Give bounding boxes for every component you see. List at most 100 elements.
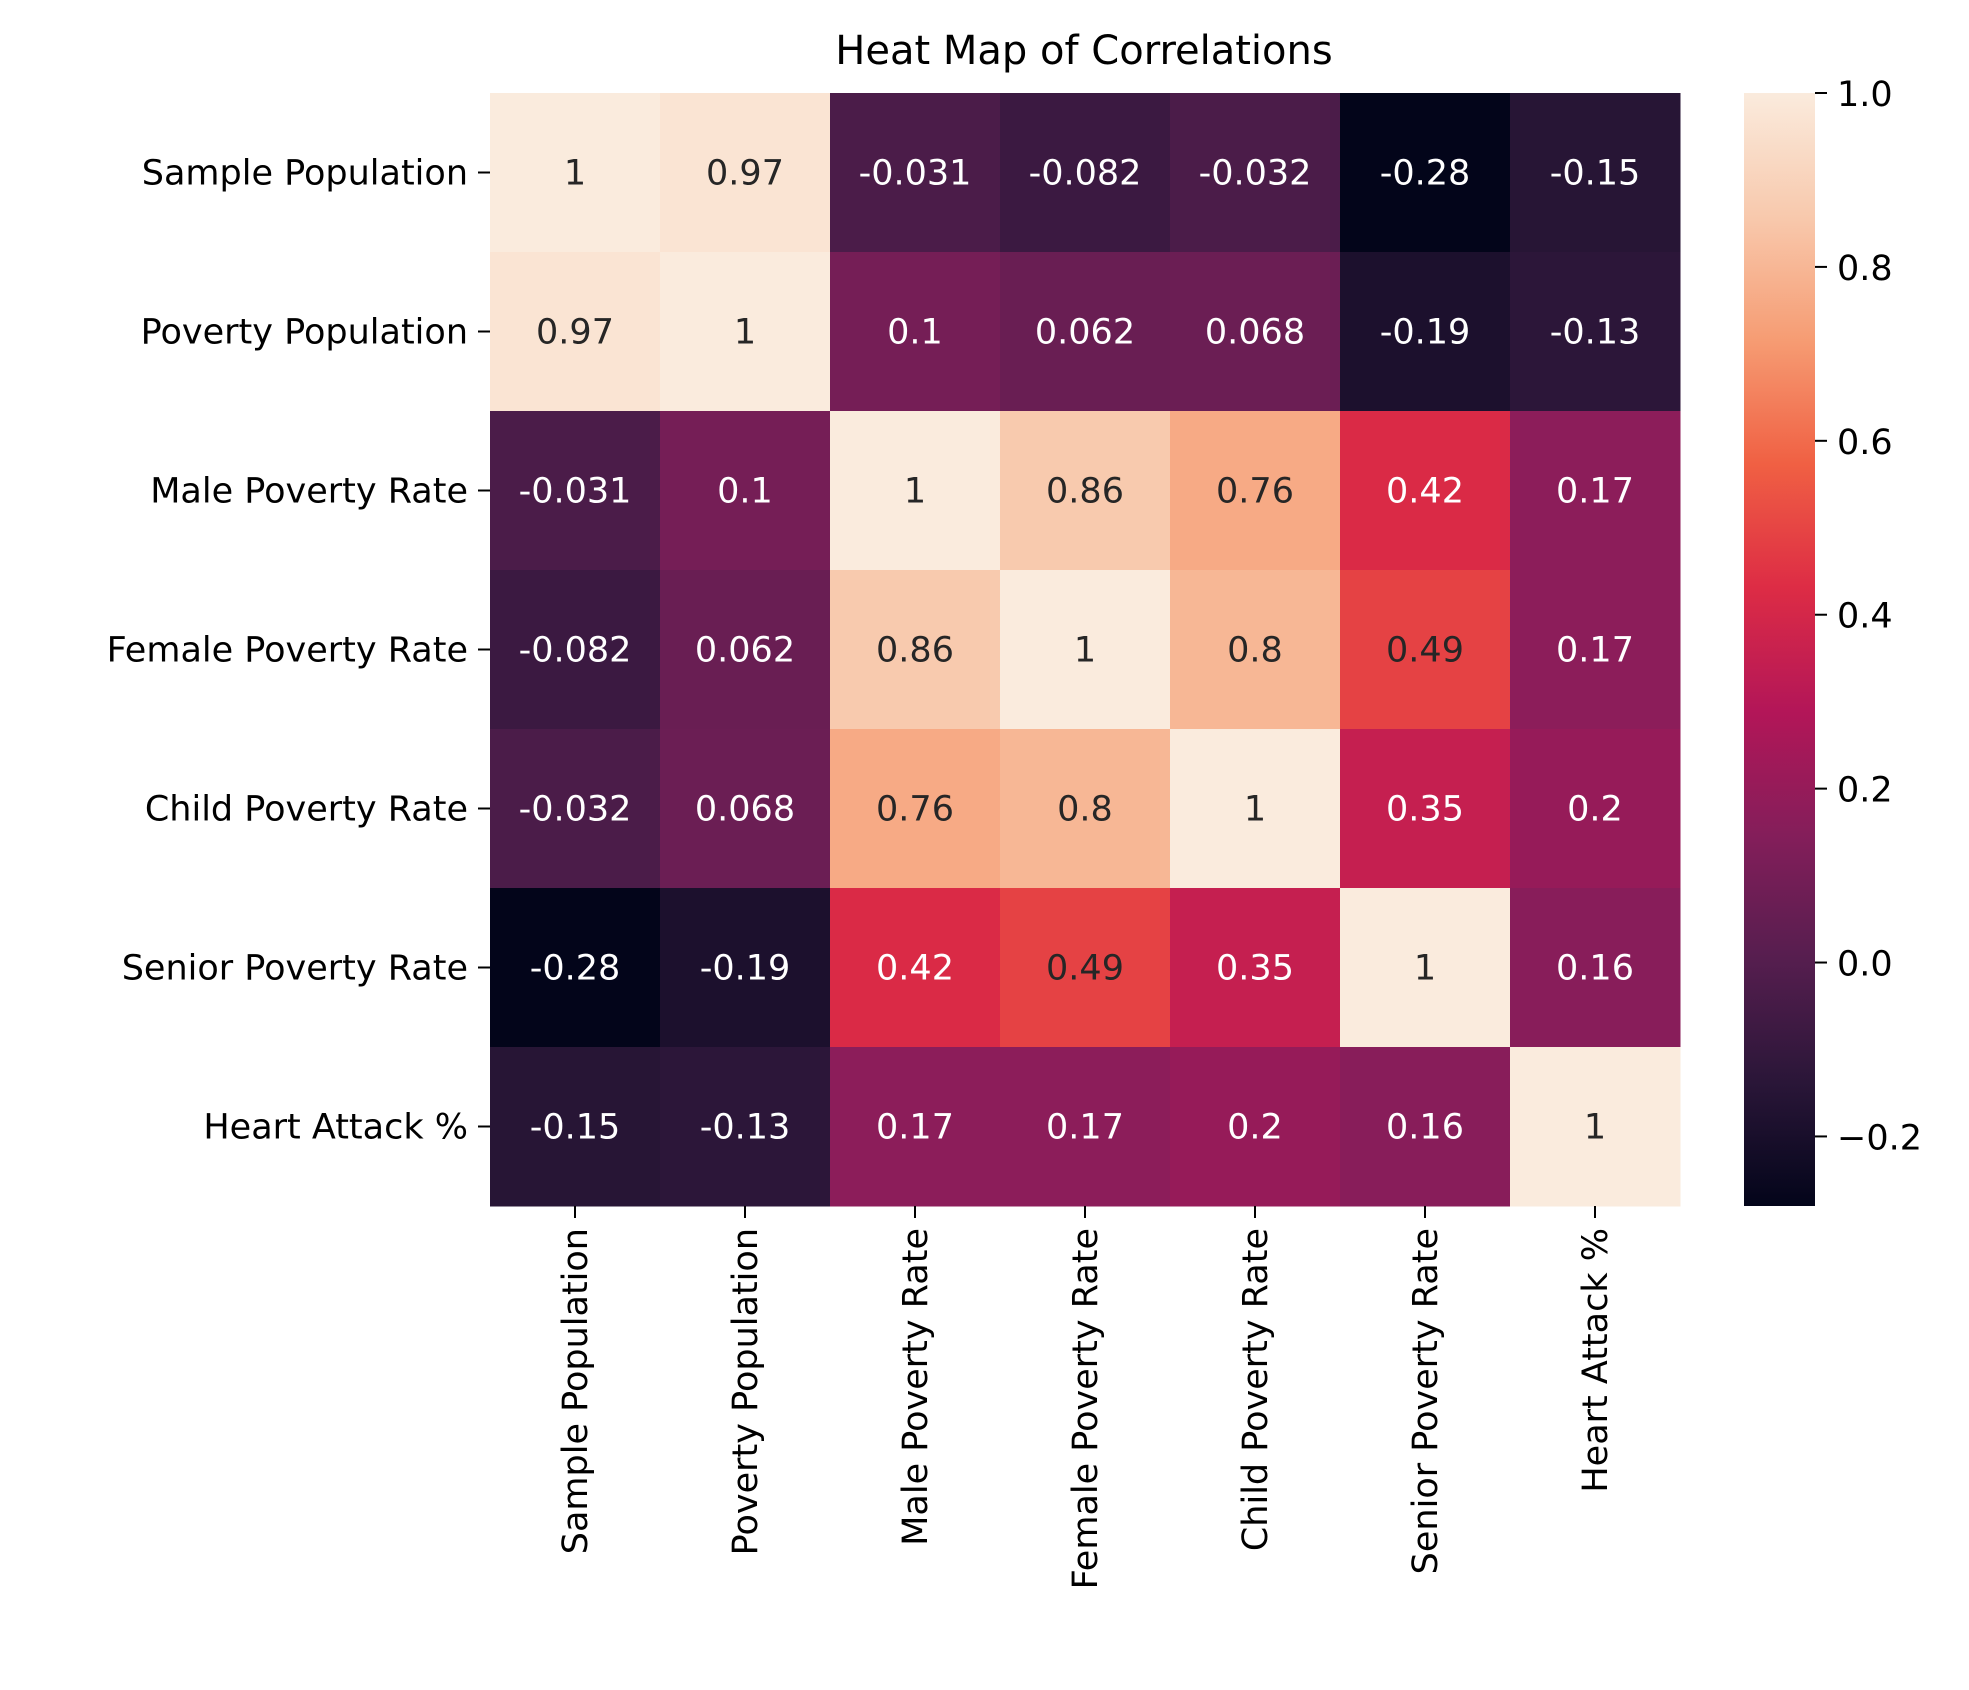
y-tick-label: Male Poverty Rate [150, 472, 468, 512]
heatmap-cell [1340, 252, 1511, 412]
colorbar-tick-label: 0.2 [1837, 771, 1893, 811]
cell-annotation: 0.17 [876, 1108, 954, 1148]
heatmap-cell [660, 729, 831, 889]
heatmap-cell [1000, 93, 1171, 253]
cell-annotation: -0.032 [519, 790, 632, 830]
cell-annotation: 0.2 [1567, 790, 1623, 830]
cell-annotation: -0.032 [1199, 154, 1312, 194]
heatmap-cell [1170, 93, 1341, 253]
heatmap-cell [1510, 411, 1681, 571]
heatmap-cell [1000, 729, 1171, 889]
cell-annotation: 0.35 [1386, 790, 1464, 830]
heatmap-cell [660, 888, 831, 1048]
heatmap-cell [1510, 1047, 1681, 1207]
cell-annotation: 0.97 [706, 154, 784, 194]
colorbar-tick-label: 1.0 [1837, 75, 1893, 115]
cell-annotation: -0.082 [1029, 154, 1142, 194]
x-tick-label: Heart Attack % [1576, 1228, 1616, 1493]
heatmap-cell [1000, 411, 1171, 571]
heatmap-cell [1170, 411, 1341, 571]
cell-annotation: 1 [1074, 631, 1096, 671]
cell-annotation: -0.28 [530, 949, 621, 989]
y-tick-label: Sample Population [142, 154, 468, 194]
cell-annotation: -0.031 [859, 154, 972, 194]
cell-annotation: -0.19 [1380, 313, 1471, 353]
cell-annotation: 1 [1244, 790, 1266, 830]
heatmap-cell [1170, 570, 1341, 730]
heatmap-cell [830, 252, 1001, 412]
heatmap-cell [1000, 252, 1171, 412]
cell-annotation: 0.16 [1386, 1108, 1464, 1148]
cell-annotation: -0.13 [1550, 313, 1641, 353]
cell-annotation: 0.35 [1216, 949, 1294, 989]
cell-annotation: 1 [1414, 949, 1436, 989]
cell-annotation: 0.86 [1046, 472, 1124, 512]
x-tick-label: Senior Poverty Rate [1406, 1228, 1446, 1574]
heatmap-cell [1340, 729, 1511, 889]
heatmap-cell [1510, 729, 1681, 889]
cell-annotation: 0.17 [1046, 1108, 1124, 1148]
y-tick-label: Female Poverty Rate [107, 631, 468, 671]
colorbar-gradient [1744, 93, 1815, 1206]
colorbar-tick-label: 0.4 [1837, 597, 1893, 637]
cell-annotation: -0.082 [519, 631, 632, 671]
heatmap-cell [830, 411, 1001, 571]
cell-annotation: 1 [1584, 1108, 1606, 1148]
x-tick-label: Sample Population [556, 1228, 596, 1554]
cell-annotation: -0.031 [519, 472, 632, 512]
heatmap-cell [490, 570, 661, 730]
x-tick-label: Poverty Population [726, 1228, 766, 1555]
cell-annotation: 0.1 [887, 313, 943, 353]
cell-annotation: 0.76 [876, 790, 954, 830]
heatmap-cell [1340, 570, 1511, 730]
heatmap-cell [830, 93, 1001, 253]
heatmap-cell [1340, 411, 1511, 571]
x-tick-label: Female Poverty Rate [1066, 1228, 1106, 1589]
colorbar-tick-label: −0.2 [1837, 1118, 1922, 1158]
cell-annotation: 0.97 [536, 313, 614, 353]
heatmap-cell [830, 570, 1001, 730]
y-tick-label: Senior Poverty Rate [122, 949, 468, 989]
cell-annotation: 0.17 [1556, 631, 1634, 671]
cell-annotation: 0.068 [695, 790, 795, 830]
colorbar: −0.2 0.0 0.2 0.4 0.6 0.8 1.0 [1744, 75, 1922, 1206]
y-tick-label: Child Poverty Rate [145, 790, 468, 830]
cell-annotation: -0.28 [1380, 154, 1471, 194]
heatmap-cell [1000, 570, 1171, 730]
chart-title: Heat Map of Correlations [835, 28, 1332, 74]
heatmap-cell [1170, 888, 1341, 1048]
cell-annotation: -0.13 [700, 1108, 791, 1148]
heatmap-cell [830, 1047, 1001, 1207]
cell-annotation: -0.15 [530, 1108, 621, 1148]
cell-annotation: 0.8 [1057, 790, 1113, 830]
cell-annotation: 0.2 [1227, 1108, 1283, 1148]
heatmap-cell [490, 1047, 661, 1207]
cell-annotations: 1 0.97 -0.031 -0.082 -0.032 -0.28 -0.15 0.97 1 0.… [519, 154, 1641, 1148]
x-tick-label: Male Poverty Rate [896, 1228, 936, 1546]
heatmap-cell [660, 252, 831, 412]
y-tick-label: Heart Attack % [203, 1108, 468, 1148]
heatmap-cell [1510, 888, 1681, 1048]
cell-annotation: 0.49 [1046, 949, 1124, 989]
cell-annotation: 0.86 [876, 631, 954, 671]
cell-annotation: 1 [904, 472, 926, 512]
heatmap-cell [1170, 729, 1341, 889]
cell-annotation: 0.42 [876, 949, 954, 989]
cell-annotation: 0.068 [1205, 313, 1305, 353]
cell-annotation: 0.1 [717, 472, 773, 512]
x-axis: Sample Population Poverty Population Male … [556, 1206, 1616, 1589]
heatmap-cell [1340, 93, 1511, 253]
colorbar-tick-label: 0.6 [1837, 423, 1893, 463]
heatmap-cell [660, 411, 831, 571]
heatmap-cell [830, 888, 1001, 1048]
cell-annotation: 0.062 [1035, 313, 1135, 353]
cell-annotation: 0.17 [1556, 472, 1634, 512]
heatmap-cells [490, 93, 1681, 1207]
heatmap-cell [1510, 252, 1681, 412]
x-tick-label: Child Poverty Rate [1236, 1228, 1276, 1551]
heatmap-cell [1170, 1047, 1341, 1207]
cell-annotation: 1 [564, 154, 586, 194]
cell-annotation: 1 [734, 313, 756, 353]
heatmap-cell [490, 252, 661, 412]
